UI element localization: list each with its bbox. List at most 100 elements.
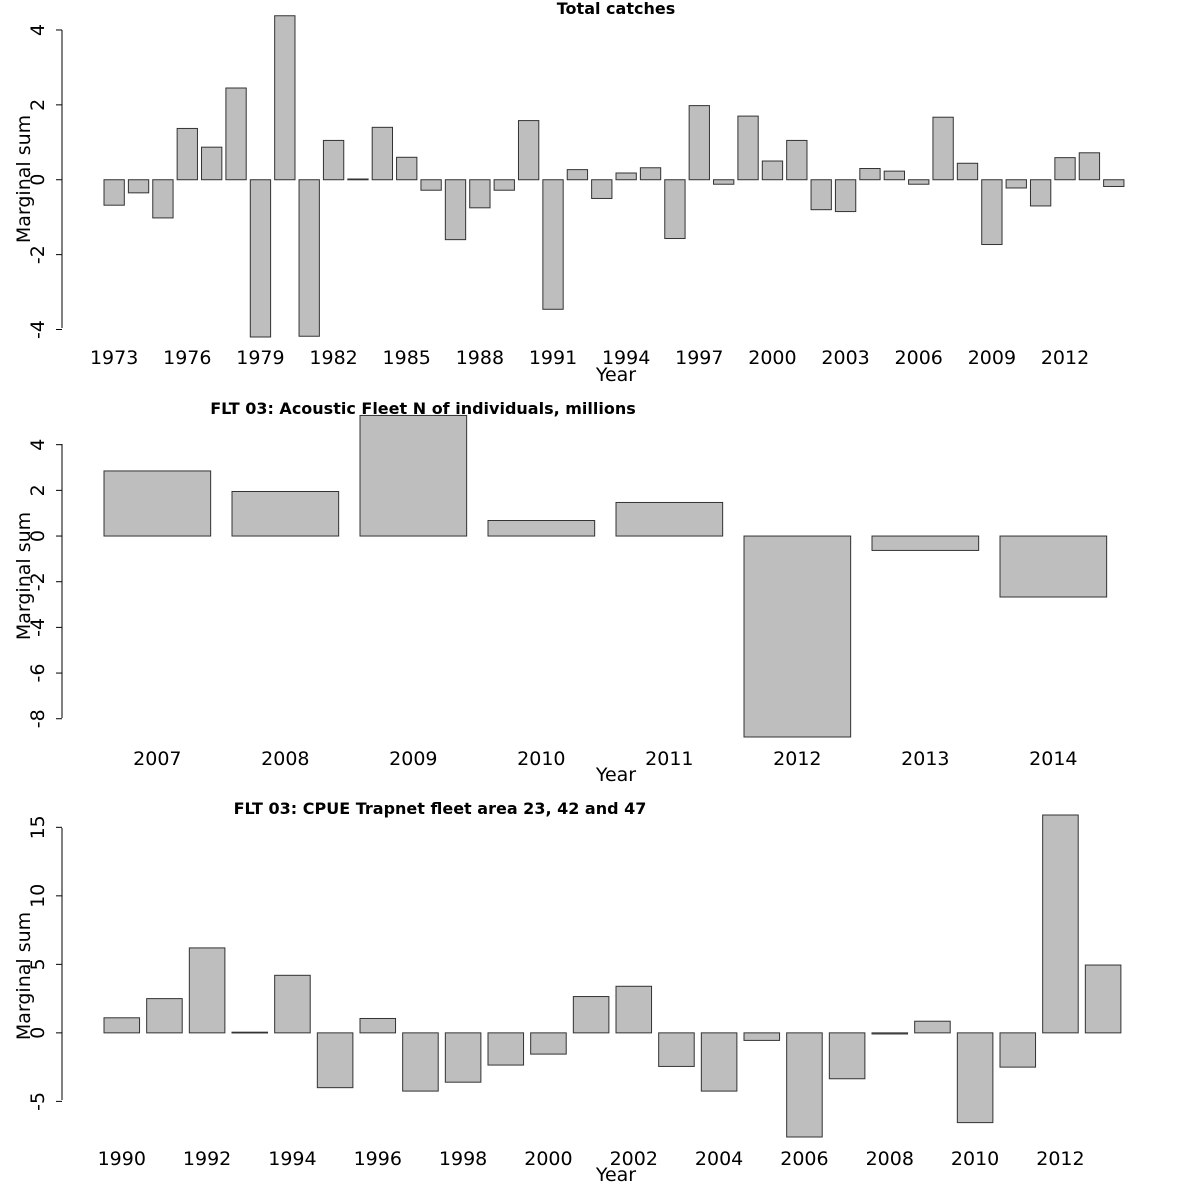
x-tick-label: 2014 [1029, 748, 1077, 770]
bar-2013 [871, 535, 980, 551]
bar-2008 [956, 162, 979, 181]
bar-2002 [810, 179, 832, 211]
y-tick-label: -2 [27, 245, 49, 264]
bar-1994 [274, 974, 311, 1034]
bar-1983 [347, 178, 369, 181]
bar-1995 [639, 167, 662, 181]
bar-2009 [914, 1020, 951, 1034]
y-tick-label: -4 [27, 320, 49, 339]
bar-1986 [420, 179, 442, 191]
bar-2001 [786, 139, 808, 181]
bar-2007 [932, 116, 954, 181]
y-axis-label: Marginal sum [13, 512, 35, 640]
x-tick-label: 1985 [383, 347, 431, 369]
x-tick-label: 2010 [951, 1148, 999, 1170]
bar-1998 [444, 1032, 482, 1083]
bar-2005 [743, 1032, 781, 1041]
bar-1999 [487, 1032, 525, 1066]
bar-2004 [700, 1032, 738, 1092]
bar-1977 [201, 146, 223, 181]
bar-1985 [396, 156, 418, 181]
bar-2002 [615, 985, 653, 1034]
bar-1974 [127, 179, 150, 194]
bar-2008 [871, 1032, 909, 1035]
bar-2004 [859, 168, 881, 181]
x-tick-label: 1982 [309, 347, 357, 369]
x-tick-label: 2013 [901, 748, 949, 770]
bar-1996 [359, 1017, 397, 1034]
bar-2000 [761, 160, 784, 181]
chart-title: Total catches [557, 0, 675, 18]
x-tick-label: 1994 [268, 1148, 316, 1170]
bar-2010 [1005, 179, 1027, 189]
y-tick-label: 5 [27, 958, 49, 970]
bar-1997 [688, 105, 710, 181]
y-tick-label: 4 [27, 24, 49, 36]
x-axis-label: Year [595, 764, 636, 786]
y-tick-label: 15 [27, 815, 49, 839]
bar-2011 [615, 501, 724, 537]
bar-2014 [999, 535, 1108, 598]
bar-1989 [493, 179, 515, 191]
bar-2010 [956, 1032, 994, 1124]
bar-1997 [402, 1032, 439, 1092]
bar-2005 [883, 170, 906, 181]
bar-1990 [103, 1017, 141, 1034]
bar-2012 [1054, 157, 1076, 181]
x-axis-label: Year [595, 1164, 636, 1186]
x-tick-label: 2000 [748, 347, 796, 369]
bar-1995 [316, 1032, 354, 1089]
x-tick-label: 1973 [90, 347, 138, 369]
bar-2014 [1103, 179, 1125, 187]
bar-2008 [231, 491, 340, 537]
x-tick-label: 1976 [163, 347, 211, 369]
bar-2007 [103, 470, 212, 537]
x-tick-label: 1992 [183, 1148, 231, 1170]
bar-1980 [274, 15, 296, 181]
bar-2006 [786, 1032, 823, 1138]
x-tick-label: 2012 [773, 748, 821, 770]
bar-1987 [444, 179, 467, 241]
bar-2011 [1029, 179, 1052, 207]
bar-1990 [517, 120, 540, 181]
y-tick-label: -6 [27, 664, 49, 683]
y-tick-label: 2 [27, 484, 49, 496]
bar-2003 [658, 1032, 695, 1067]
bar-1979 [249, 179, 272, 338]
bar-1993 [591, 179, 613, 199]
chart-panel-2: FLT 03: Acoustic Fleet N of individuals,… [13, 399, 1108, 786]
bar-2001 [572, 996, 610, 1034]
x-tick-label: 2009 [389, 748, 437, 770]
chart-panel-1: Total catches -4 -2 0 2 4 1973 1976 1979 1982 1985… [13, 0, 1125, 386]
bar-2006 [908, 179, 930, 185]
bar-1993 [231, 1031, 269, 1034]
y-axis-label: Marginal sum [13, 912, 35, 1040]
chart-title: FLT 03: CPUE Trapnet fleet area 23, 42 a… [234, 799, 647, 818]
x-tick-label: 2009 [968, 347, 1016, 369]
bar-2000 [530, 1032, 567, 1055]
bar-2009 [359, 414, 468, 537]
bar-1976 [176, 127, 198, 181]
chart-title: FLT 03: Acoustic Fleet N of individuals,… [210, 399, 636, 418]
x-tick-label: 2012 [1036, 1148, 1084, 1170]
y-tick-label: 2 [27, 99, 49, 111]
bar-1978 [225, 87, 247, 181]
y-tick-label: -4 [27, 618, 49, 637]
y-tick-label: -8 [27, 709, 49, 728]
x-tick-label: 2006 [895, 347, 943, 369]
y-tick-label: 0 [27, 174, 49, 186]
bar-2013 [1078, 152, 1101, 181]
bar-1984 [371, 126, 394, 181]
x-tick-label: 2012 [1041, 347, 1089, 369]
x-axis-label: Year [595, 364, 636, 386]
bar-1988 [469, 179, 491, 209]
x-tick-label: 1997 [675, 347, 723, 369]
chart-panel-3: FLT 03: CPUE Trapnet fleet area 23, 42 a… [13, 799, 1122, 1186]
y-axis-label: Marginal sum [13, 115, 35, 243]
x-tick-label: 1990 [98, 1148, 146, 1170]
y-tick-label: -2 [27, 572, 49, 591]
bar-1975 [152, 179, 174, 219]
bar-1996 [664, 179, 686, 240]
